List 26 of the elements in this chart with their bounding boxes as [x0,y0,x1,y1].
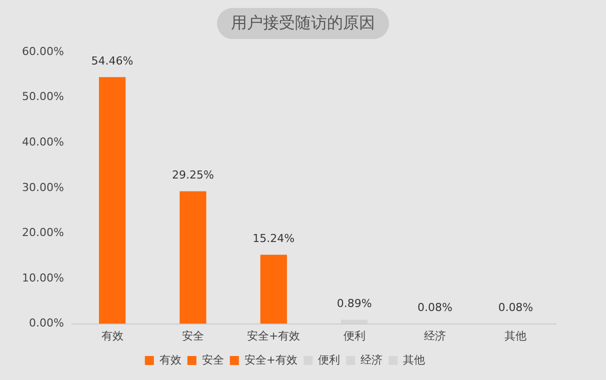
data-label: 0.89% [336,297,372,310]
y-tick-label: 20.00% [22,226,64,240]
x-tick-label: 经济 [424,329,446,342]
x-tick-label: 其他 [504,329,527,342]
x-tick-label: 安全 [182,329,204,342]
legend-label: 经济 [360,353,383,366]
y-tick-label: 10.00% [22,271,64,284]
y-tick-label: 50.00% [22,90,64,104]
legend-label: 其他 [403,353,426,366]
legend-label: 安全+有效 [244,353,298,366]
data-label: 0.08% [498,300,534,314]
legend-label: 便利 [318,353,340,366]
legend-label: 安全 [202,353,224,366]
y-tick-label: 30.00% [22,180,64,194]
x-tick-label: 有效 [101,329,124,342]
x-tick-label: 便利 [343,329,366,342]
data-label: 0.08% [418,300,452,314]
data-label: 54.46% [91,54,134,68]
y-tick-label: 0.00% [28,316,64,330]
y-tick-label: 60.00% [22,44,64,58]
x-tick-label: 安全+有效 [247,329,300,342]
chart-title: 用户接受随访的原因 [217,8,389,39]
data-label: 29.25% [172,168,214,182]
y-tick-label: 40.00% [22,135,64,148]
data-label: 15.24% [252,232,295,246]
legend-label: 有效 [159,353,182,366]
